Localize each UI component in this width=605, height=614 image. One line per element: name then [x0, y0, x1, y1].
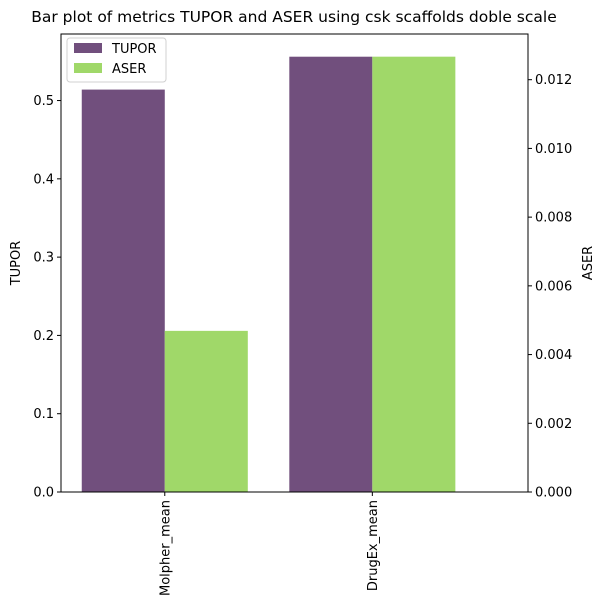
- bar-aser-molpher-mean: [164, 330, 248, 492]
- x-tick-label: Molpher_mean: [158, 500, 173, 596]
- right-y-tick-label: 0.012: [535, 73, 572, 88]
- left-y-axis: 0.0 0.1 0.2 0.3 0.4 0.5: [33, 94, 61, 501]
- right-y-tick-label: 0.002: [535, 417, 572, 432]
- legend-label-aser: ASER: [112, 62, 146, 77]
- left-y-axis-label: TUPOR: [9, 241, 24, 287]
- left-y-tick-label: 0.3: [33, 251, 54, 266]
- right-y-axis-label: ASER: [581, 246, 596, 280]
- bar-aser-drugex-mean: [372, 56, 456, 493]
- left-y-tick-label: 0.4: [33, 172, 54, 187]
- x-axis: Molpher_mean DrugEx_mean: [158, 492, 381, 596]
- legend: TUPOR ASER: [66, 37, 167, 83]
- plot-frame: [60, 33, 529, 493]
- chart-title: Bar plot of metrics TUPOR and ASER using…: [31, 8, 557, 26]
- left-y-tick-label: 0.1: [33, 407, 54, 422]
- x-tick-label: DrugEx_mean: [366, 500, 381, 591]
- bars-layer: [81, 56, 456, 493]
- right-y-tick-label: 0.008: [535, 211, 572, 226]
- left-y-tick-label: 0.2: [33, 329, 54, 344]
- right-y-tick-label: 0.004: [535, 348, 572, 363]
- legend-swatch-aser: [74, 63, 102, 73]
- legend-label-tupor: TUPOR: [111, 42, 157, 57]
- right-y-tick-label: 0.000: [535, 486, 572, 501]
- right-y-tick-label: 0.010: [535, 142, 572, 157]
- right-y-axis: 0.000 0.002 0.004 0.006 0.008 0.010 0.012: [528, 73, 572, 501]
- bar-tupor-drugex-mean: [289, 56, 373, 492]
- right-y-tick-label: 0.006: [535, 279, 572, 294]
- bar-tupor-molpher-mean: [81, 89, 165, 492]
- left-y-tick-label: 0.5: [33, 94, 54, 109]
- left-y-tick-label: 0.0: [33, 486, 54, 501]
- legend-swatch-tupor: [74, 43, 102, 53]
